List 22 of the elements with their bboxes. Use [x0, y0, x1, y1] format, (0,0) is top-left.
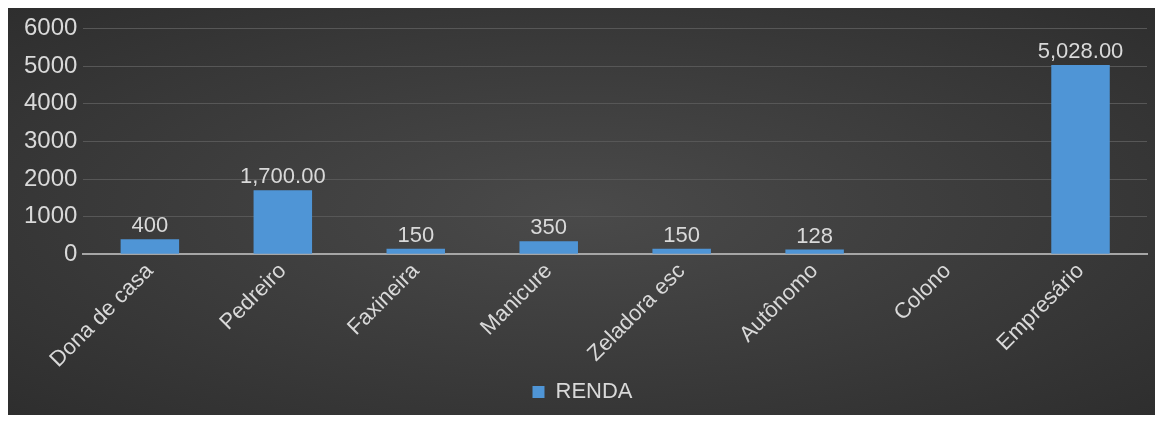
y-tick-label: 3000	[24, 125, 78, 153]
data-label: 400	[131, 212, 169, 238]
data-label: 1,700.00	[240, 163, 326, 189]
y-tick-label: 1000	[24, 201, 78, 229]
bar	[652, 248, 711, 254]
bar	[386, 248, 446, 254]
bar	[253, 190, 313, 254]
legend-label: RENDA	[555, 378, 633, 404]
bar	[120, 239, 180, 254]
y-tick-label: 0	[64, 238, 78, 266]
data-label: 5,028.00	[1037, 38, 1124, 64]
y-tick-label: 5000	[24, 50, 78, 78]
y-tick-label: 4000	[24, 88, 78, 116]
data-label: 128	[796, 222, 833, 248]
data-label: 150	[663, 221, 701, 247]
y-tick-label: 2000	[24, 163, 78, 191]
bar	[785, 249, 844, 254]
bar	[519, 241, 578, 254]
data-label: 150	[397, 221, 435, 247]
y-tick-label: 6000	[24, 13, 78, 41]
bar	[1051, 65, 1110, 254]
data-label: 350	[530, 214, 568, 240]
